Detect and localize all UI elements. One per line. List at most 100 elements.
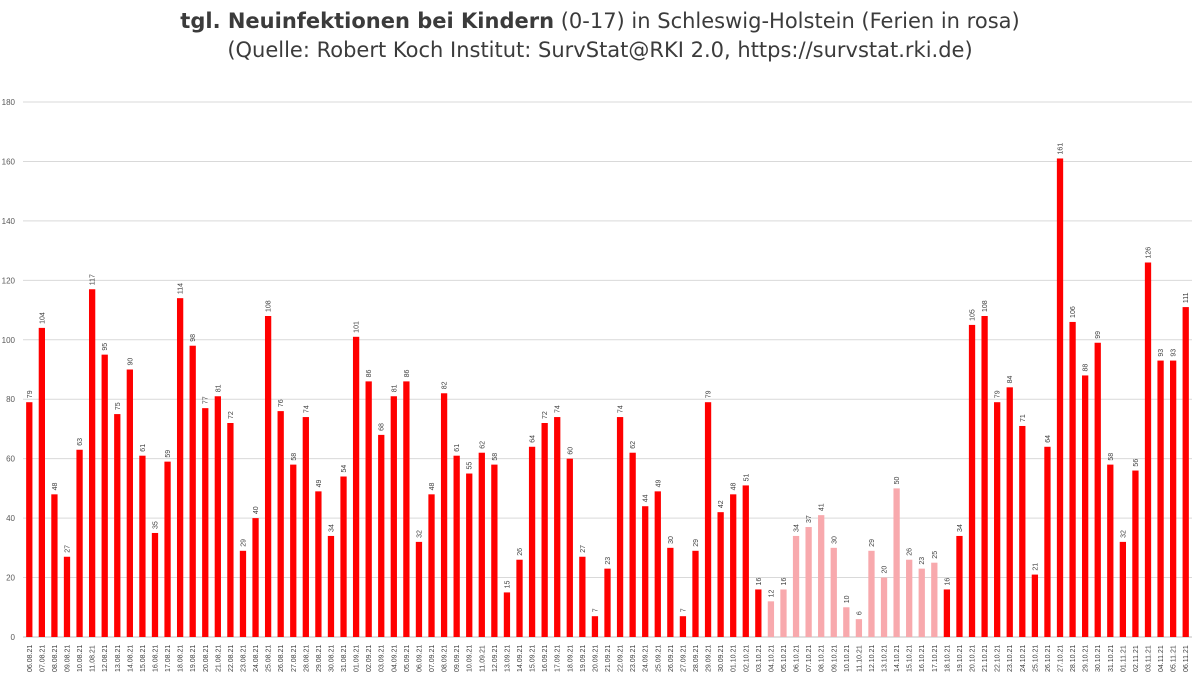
x-tick-label: 28.09.21 [693,645,700,672]
x-tick-label: 10.10.21 [844,645,851,672]
data-label: 84 [1007,375,1014,383]
y-tick-label: 160 [2,157,16,166]
y-tick-label: 0 [11,633,16,642]
data-label: 35 [152,521,159,529]
bar [214,396,221,637]
bar [114,414,121,637]
x-tick-label: 12.09.21 [492,645,499,672]
bar [604,568,611,637]
data-label: 58 [492,453,499,461]
x-tick-label: 08.10.21 [819,645,826,672]
x-tick-label: 21.10.21 [982,645,989,672]
data-label: 60 [567,447,574,455]
x-tick-label: 17.09.21 [555,645,562,672]
data-label: 99 [1095,331,1102,339]
x-tick-label: 27.09.21 [680,645,687,672]
x-tick-label: 05.09.21 [404,645,411,672]
data-label: 79 [995,390,1002,398]
data-label: 81 [215,384,222,392]
data-label: 108 [266,300,273,312]
chart-title-rest: (0-17) in Schleswig-Holstein (Ferien in … [554,9,1020,33]
x-tick-label: 07.10.21 [806,645,813,672]
bar [1157,360,1164,637]
bar [516,559,523,637]
x-tick-label: 27.08.21 [291,645,298,672]
bar [1170,360,1177,637]
bar [189,345,196,637]
y-tick-label: 80 [6,395,15,404]
data-label: 23 [605,557,612,565]
data-label: 93 [1158,349,1165,357]
x-tick-label: 09.09.21 [454,645,461,672]
data-label: 16 [756,578,763,586]
bar [830,547,837,637]
x-tick-label: 24.10.21 [1020,645,1027,672]
x-tick-label: 28.08.21 [303,645,310,672]
data-label: 58 [291,453,298,461]
data-label: 62 [630,441,637,449]
bar [1082,375,1089,637]
x-tick-label: 17.10.21 [932,645,939,672]
x-tick-label: 26.09.21 [668,645,675,672]
bar [176,298,184,637]
data-label: 30 [831,536,838,544]
bar [1144,262,1152,637]
data-label: 58 [1108,453,1115,461]
x-tick-label: 01.09.21 [354,645,361,672]
data-label: 72 [228,411,235,419]
bar [667,547,674,637]
data-label: 55 [467,462,474,470]
x-tick-label: 01.11.21 [1120,645,1127,672]
x-tick-label: 09.10.21 [831,645,838,672]
data-label: 74 [618,405,625,413]
x-tick-label: 13.08.21 [115,645,122,672]
bar [566,458,573,637]
bar [591,616,599,637]
x-tick-label: 02.09.21 [366,645,373,672]
bar [252,518,259,637]
bar [780,589,787,637]
data-label: 34 [794,524,801,532]
data-label: 30 [668,536,675,544]
bar [302,417,309,637]
data-label: 32 [416,530,423,538]
bar [1056,158,1064,637]
data-label: 48 [429,482,436,490]
bar [139,455,146,637]
bar [893,488,900,637]
x-tick-label: 04.09.21 [391,645,398,672]
bar [1006,387,1013,637]
bar [931,562,938,637]
data-label: 20 [882,566,889,574]
x-tick-label: 12.10.21 [869,645,876,672]
x-tick-label: 18.10.21 [944,645,951,672]
bar [378,434,385,637]
bar [63,556,71,637]
data-label: 90 [127,358,134,366]
bar [868,550,875,637]
bar [730,494,737,637]
x-tick-label: 31.10.21 [1108,645,1115,672]
data-label: 79 [706,390,713,398]
bar [126,369,133,637]
data-label: 74 [303,405,310,413]
data-label: 37 [806,515,813,523]
data-label: 7 [592,608,599,612]
data-label: 82 [442,381,449,389]
data-label: 64 [1045,435,1052,443]
x-tick-label: 06.09.21 [416,645,423,672]
x-tick-label: 24.08.21 [253,645,260,672]
bars [26,158,1189,637]
x-tick-label: 02.11.21 [1133,645,1140,672]
x-tick-label: 07.08.21 [39,645,46,672]
data-label: 34 [328,524,335,532]
data-label: 26 [907,548,914,556]
data-label: 6 [856,611,863,615]
data-label: 76 [278,399,285,407]
data-labels: 7910448276311795759061355911498778172294… [27,143,1190,615]
data-label: 54 [341,465,348,473]
x-tick-label: 06.11.21 [1183,645,1190,672]
x-tick-label: 08.08.21 [52,645,59,672]
bar [629,452,636,637]
